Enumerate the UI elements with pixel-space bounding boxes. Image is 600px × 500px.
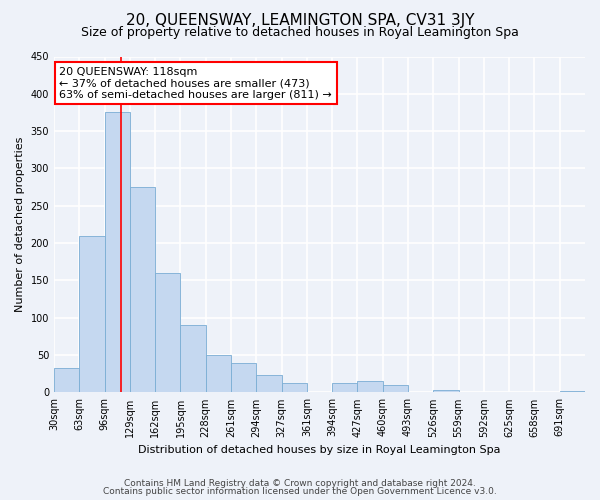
Bar bbox=[104, 112, 130, 392]
Text: Size of property relative to detached houses in Royal Leamington Spa: Size of property relative to detached ho… bbox=[81, 26, 519, 39]
Bar bbox=[256, 376, 281, 392]
Bar bbox=[332, 382, 358, 392]
Bar bbox=[231, 362, 256, 392]
Bar bbox=[281, 382, 307, 392]
Bar bbox=[155, 273, 181, 392]
X-axis label: Distribution of detached houses by size in Royal Leamington Spa: Distribution of detached houses by size … bbox=[138, 445, 501, 455]
Text: 20 QUEENSWAY: 118sqm
← 37% of detached houses are smaller (473)
63% of semi-deta: 20 QUEENSWAY: 118sqm ← 37% of detached h… bbox=[59, 66, 332, 100]
Bar bbox=[79, 236, 104, 392]
Bar bbox=[560, 391, 585, 392]
Bar bbox=[130, 187, 155, 392]
Text: 20, QUEENSWAY, LEAMINGTON SPA, CV31 3JY: 20, QUEENSWAY, LEAMINGTON SPA, CV31 3JY bbox=[126, 12, 474, 28]
Text: Contains HM Land Registry data © Crown copyright and database right 2024.: Contains HM Land Registry data © Crown c… bbox=[124, 478, 476, 488]
Bar bbox=[383, 385, 408, 392]
Y-axis label: Number of detached properties: Number of detached properties bbox=[15, 137, 25, 312]
Bar bbox=[206, 355, 231, 393]
Bar bbox=[358, 381, 383, 392]
Bar bbox=[181, 325, 206, 392]
Bar bbox=[433, 390, 458, 392]
Bar bbox=[54, 368, 79, 392]
Text: Contains public sector information licensed under the Open Government Licence v3: Contains public sector information licen… bbox=[103, 487, 497, 496]
